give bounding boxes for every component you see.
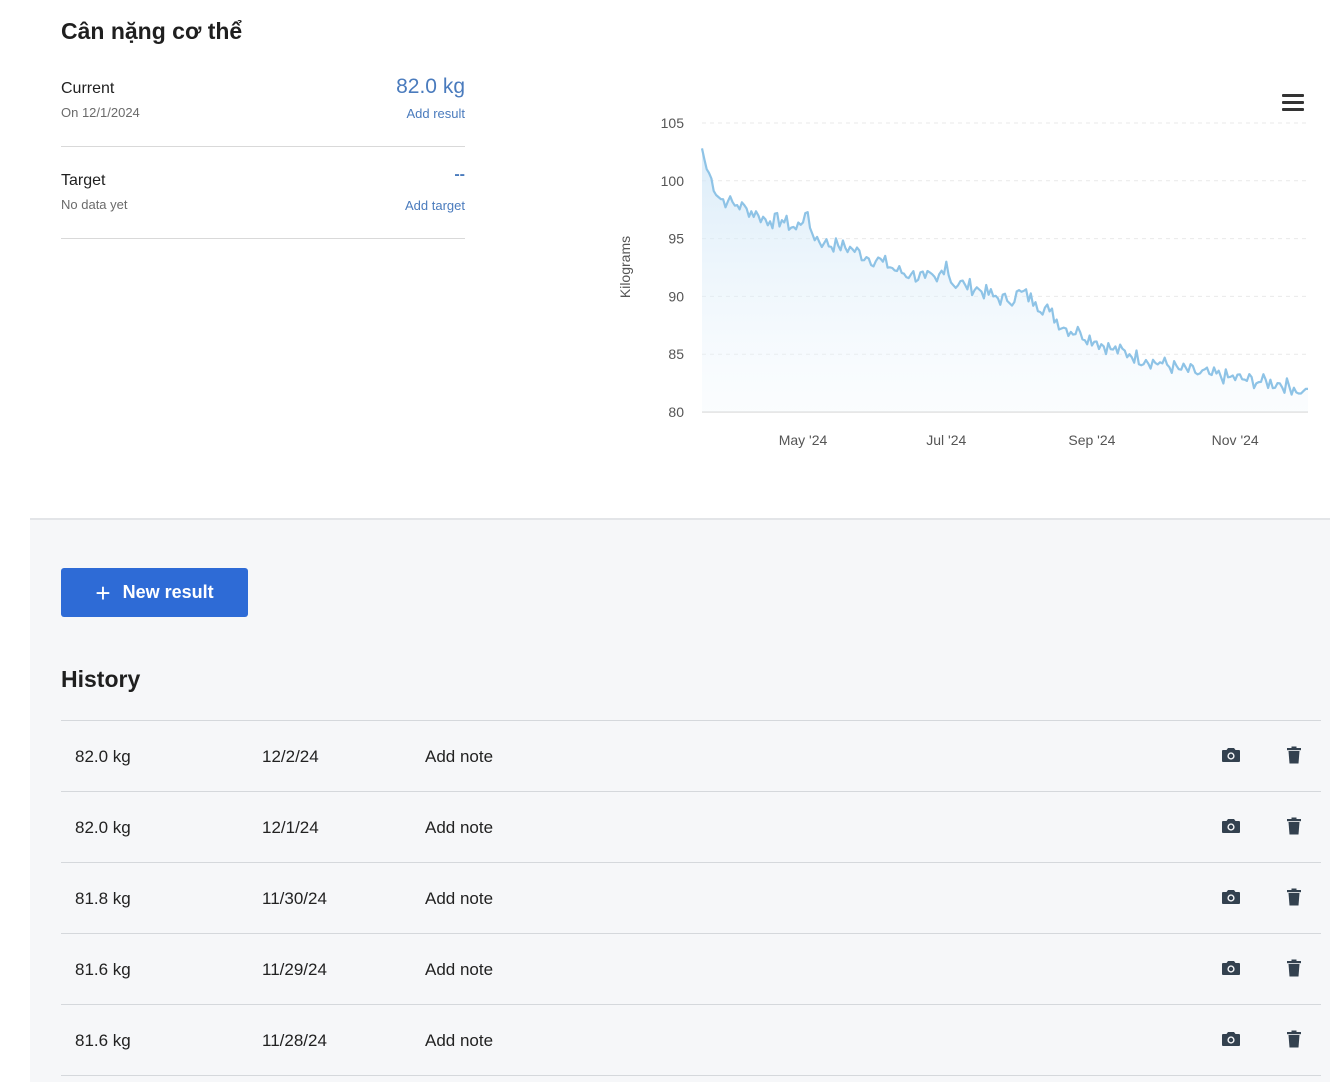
add-target-link[interactable]: Add target [405, 198, 465, 213]
target-status: No data yet [61, 197, 128, 212]
history-date: 11/28/24 [262, 1031, 327, 1050]
trash-icon[interactable] [1286, 959, 1308, 979]
add-result-link[interactable]: Add result [406, 106, 465, 121]
camera-icon[interactable] [1221, 888, 1243, 908]
trash-icon[interactable] [1286, 888, 1308, 908]
history-row: 81.8 kg 11/30/24 Add note [61, 863, 1321, 934]
add-note-link[interactable]: Add note [425, 889, 494, 908]
y-axis-label: Kilograms [617, 236, 633, 298]
history-date: 12/2/24 [262, 747, 319, 766]
y-tick-label: 100 [661, 173, 685, 189]
history-row: 82.0 kg 12/2/24 Add note [61, 721, 1321, 792]
x-tick-label: Jul '24 [926, 432, 966, 448]
y-tick-label: 80 [668, 404, 684, 420]
history-weight: 82.0 kg [75, 818, 131, 837]
target-value: -- [454, 166, 465, 183]
current-date: On 12/1/2024 [61, 105, 140, 120]
history-row: 81.6 kg 11/28/24 Add note [61, 1005, 1321, 1076]
trash-icon[interactable] [1286, 1030, 1308, 1050]
x-tick-label: Nov '24 [1212, 432, 1259, 448]
history-title: History [61, 666, 141, 692]
weight-chart: 105 100 95 90 85 80 May '24 Jul '24 Sep '24 Nov '… [600, 80, 1320, 470]
history-weight: 81.8 kg [75, 889, 131, 908]
target-label: Target [61, 172, 106, 189]
weight-series-line [700, 148, 1308, 396]
current-label: Current [61, 80, 115, 97]
new-result-button[interactable]: + New result [61, 568, 248, 617]
history-date: 11/30/24 [262, 889, 327, 908]
new-result-label: New result [122, 582, 214, 602]
trash-icon[interactable] [1286, 746, 1308, 766]
y-tick-label: 105 [661, 115, 685, 131]
current-value: 82.0 kg [396, 75, 465, 98]
summary-section: Cân nặng cơ thể Current On 12/1/2024 82.… [0, 0, 1342, 518]
y-tick-label: 90 [668, 288, 684, 304]
history-row: 81.6 kg 11/29/24 Add note [61, 934, 1321, 1005]
current-metric: Current On 12/1/2024 82.0 kg Add result [61, 54, 465, 147]
weight-chart-svg: 105 100 95 90 85 80 May '24 Jul '24 Sep '24 Nov '… [617, 115, 1308, 448]
history-weight: 81.6 kg [75, 960, 131, 979]
area-fill [702, 148, 1308, 412]
x-tick-label: Sep '24 [1068, 432, 1115, 448]
plus-icon: + [95, 577, 111, 608]
page-title: Cân nặng cơ thể [61, 18, 243, 44]
history-row: 82.0 kg 12/1/24 Add note [61, 792, 1321, 863]
camera-icon[interactable] [1221, 746, 1243, 766]
history-list: 82.0 kg 12/2/24 Add note 82.0 kg 12/1/24 Add … [61, 720, 1321, 1076]
add-note-link[interactable]: Add note [425, 747, 494, 766]
history-weight: 81.6 kg [75, 1031, 131, 1050]
target-metric: Target No data yet -- Add target [61, 146, 465, 239]
history-date: 12/1/24 [262, 818, 319, 837]
trash-icon[interactable] [1286, 817, 1308, 837]
camera-icon[interactable] [1221, 1030, 1243, 1050]
camera-icon[interactable] [1221, 959, 1243, 979]
add-note-link[interactable]: Add note [425, 960, 494, 979]
y-tick-label: 85 [668, 346, 684, 362]
hamburger-menu-icon[interactable] [1282, 94, 1304, 114]
add-note-link[interactable]: Add note [425, 818, 494, 837]
add-note-link[interactable]: Add note [425, 1031, 494, 1050]
history-date: 11/29/24 [262, 960, 327, 979]
history-section: + New result History 82.0 kg 12/2/24 Add n… [30, 518, 1330, 1082]
camera-icon[interactable] [1221, 817, 1243, 837]
x-tick-label: May '24 [779, 432, 828, 448]
y-tick-label: 95 [668, 231, 684, 247]
history-weight: 82.0 kg [75, 747, 131, 766]
